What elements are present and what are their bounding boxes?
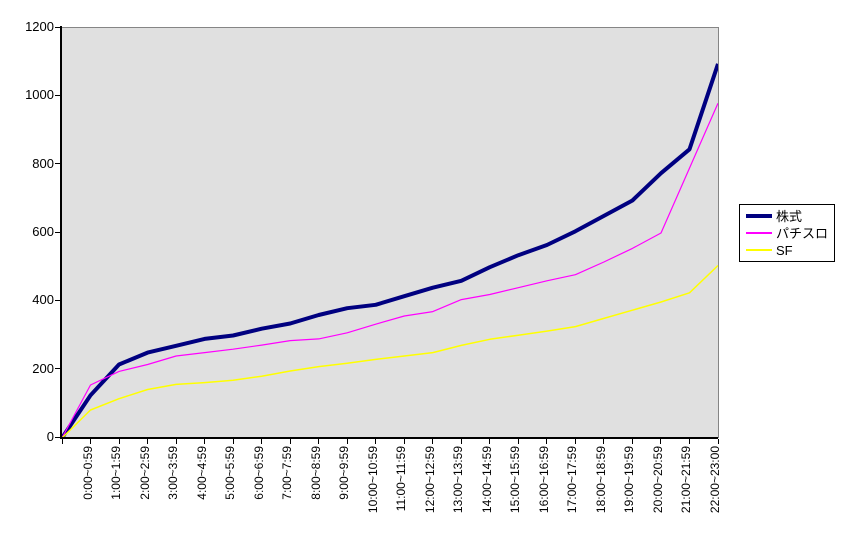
x-axis-tick — [574, 439, 576, 444]
x-axis-category-label: 10:00~10:59 — [365, 446, 380, 514]
legend-item-sf: SF — [746, 242, 834, 258]
y-axis-tick — [55, 299, 60, 301]
x-axis-category-label: 20:00~20:59 — [650, 446, 665, 514]
x-axis-tick — [432, 439, 434, 444]
x-axis-category-label: 5:00~5:59 — [223, 446, 238, 500]
x-axis-tick — [403, 439, 405, 444]
x-axis-tick — [232, 439, 234, 444]
x-axis-category-label: 19:00~19:59 — [622, 446, 637, 514]
legend-item-pachisuro: パチスロ — [746, 225, 834, 241]
y-axis-tick-label: 200 — [32, 360, 54, 376]
x-axis-tick — [603, 439, 605, 444]
x-axis-category-label: 2:00~2:59 — [137, 446, 152, 500]
x-axis-category-label: 9:00~9:59 — [337, 446, 352, 500]
legend: 株式 パチスロ SF — [739, 204, 835, 262]
x-axis-tick — [61, 439, 63, 444]
y-axis-tick-label: 400 — [32, 292, 54, 308]
x-axis-category-label: 8:00~8:59 — [308, 446, 323, 500]
x-axis-category-label: 7:00~7:59 — [280, 446, 295, 500]
x-axis-category-label: 21:00~21:59 — [679, 446, 694, 514]
legend-label-pachisuro: パチスロ — [776, 226, 829, 242]
x-axis-tick — [147, 439, 149, 444]
x-axis-category-label: 17:00~17:59 — [565, 446, 580, 514]
legend-label-kabushiki: 株式 — [776, 209, 803, 225]
x-axis-category-label: 13:00~13:59 — [451, 446, 466, 514]
y-axis-tick-label: 600 — [32, 224, 54, 239]
x-axis-category-label: 16:00~16:59 — [536, 446, 551, 514]
x-axis-tick — [631, 439, 633, 444]
legend-label-sf: SF — [776, 242, 793, 258]
x-axis-category-label: 12:00~12:59 — [422, 446, 437, 514]
x-axis-tick — [660, 439, 662, 444]
x-axis-tick — [261, 439, 263, 444]
x-axis-tick — [375, 439, 377, 444]
x-axis-tick — [489, 439, 491, 444]
x-axis-tick — [90, 439, 92, 444]
x-axis-category-label: 22:00~23:00 — [708, 446, 722, 514]
x-axis-category-label: 3:00~3:59 — [166, 446, 181, 500]
y-axis-tick — [55, 368, 60, 370]
x-axis-tick — [204, 439, 206, 444]
x-axis-tick — [289, 439, 291, 444]
y-axis-tick-label: 1000 — [25, 87, 54, 103]
series-line-1-パチスロ — [62, 102, 718, 438]
legend-line-sample-pachisuro — [746, 231, 772, 234]
legend-line-sample-kabushiki — [746, 213, 772, 218]
x-axis-tick — [460, 439, 462, 444]
series-line-2-SF — [62, 264, 718, 438]
series-line-0-株式 — [62, 63, 718, 438]
y-axis-tick — [55, 26, 60, 28]
y-axis-tick — [55, 94, 60, 96]
x-axis-tick — [546, 439, 548, 444]
x-axis-category-label: 6:00~6:59 — [251, 446, 266, 500]
x-axis-category-label: 18:00~18:59 — [593, 446, 608, 514]
series-lines — [62, 63, 718, 438]
plot-area — [62, 27, 719, 438]
x-axis-tick — [688, 439, 690, 444]
y-axis-tick — [55, 436, 60, 438]
x-axis-tick — [717, 439, 719, 444]
x-axis-category-label: 1:00~1:59 — [109, 446, 124, 500]
x-axis-tick — [517, 439, 519, 444]
y-axis-tick-label: 1200 — [25, 19, 54, 34]
x-axis-tick — [346, 439, 348, 444]
x-axis-category-label: 0:00~0:59 — [80, 446, 95, 500]
x-axis-line — [60, 437, 718, 439]
legend-item-kabushiki: 株式 — [746, 208, 834, 224]
y-axis-tick — [55, 163, 60, 165]
x-axis-tick — [318, 439, 320, 444]
y-axis-tick — [55, 231, 60, 233]
x-axis-category-label: 15:00~15:59 — [508, 446, 523, 514]
legend-line-sample-sf — [746, 249, 772, 252]
x-axis-tick — [118, 439, 120, 444]
x-axis-tick — [175, 439, 177, 444]
y-axis-line — [60, 26, 62, 438]
x-axis-category-label: 11:00~11:59 — [394, 446, 409, 512]
x-axis-category-label: 4:00~4:59 — [194, 446, 209, 500]
y-axis-tick-label: 800 — [32, 155, 54, 171]
y-axis-tick-label: 0 — [46, 429, 54, 444]
x-axis-category-label: 14:00~14:59 — [479, 446, 494, 514]
